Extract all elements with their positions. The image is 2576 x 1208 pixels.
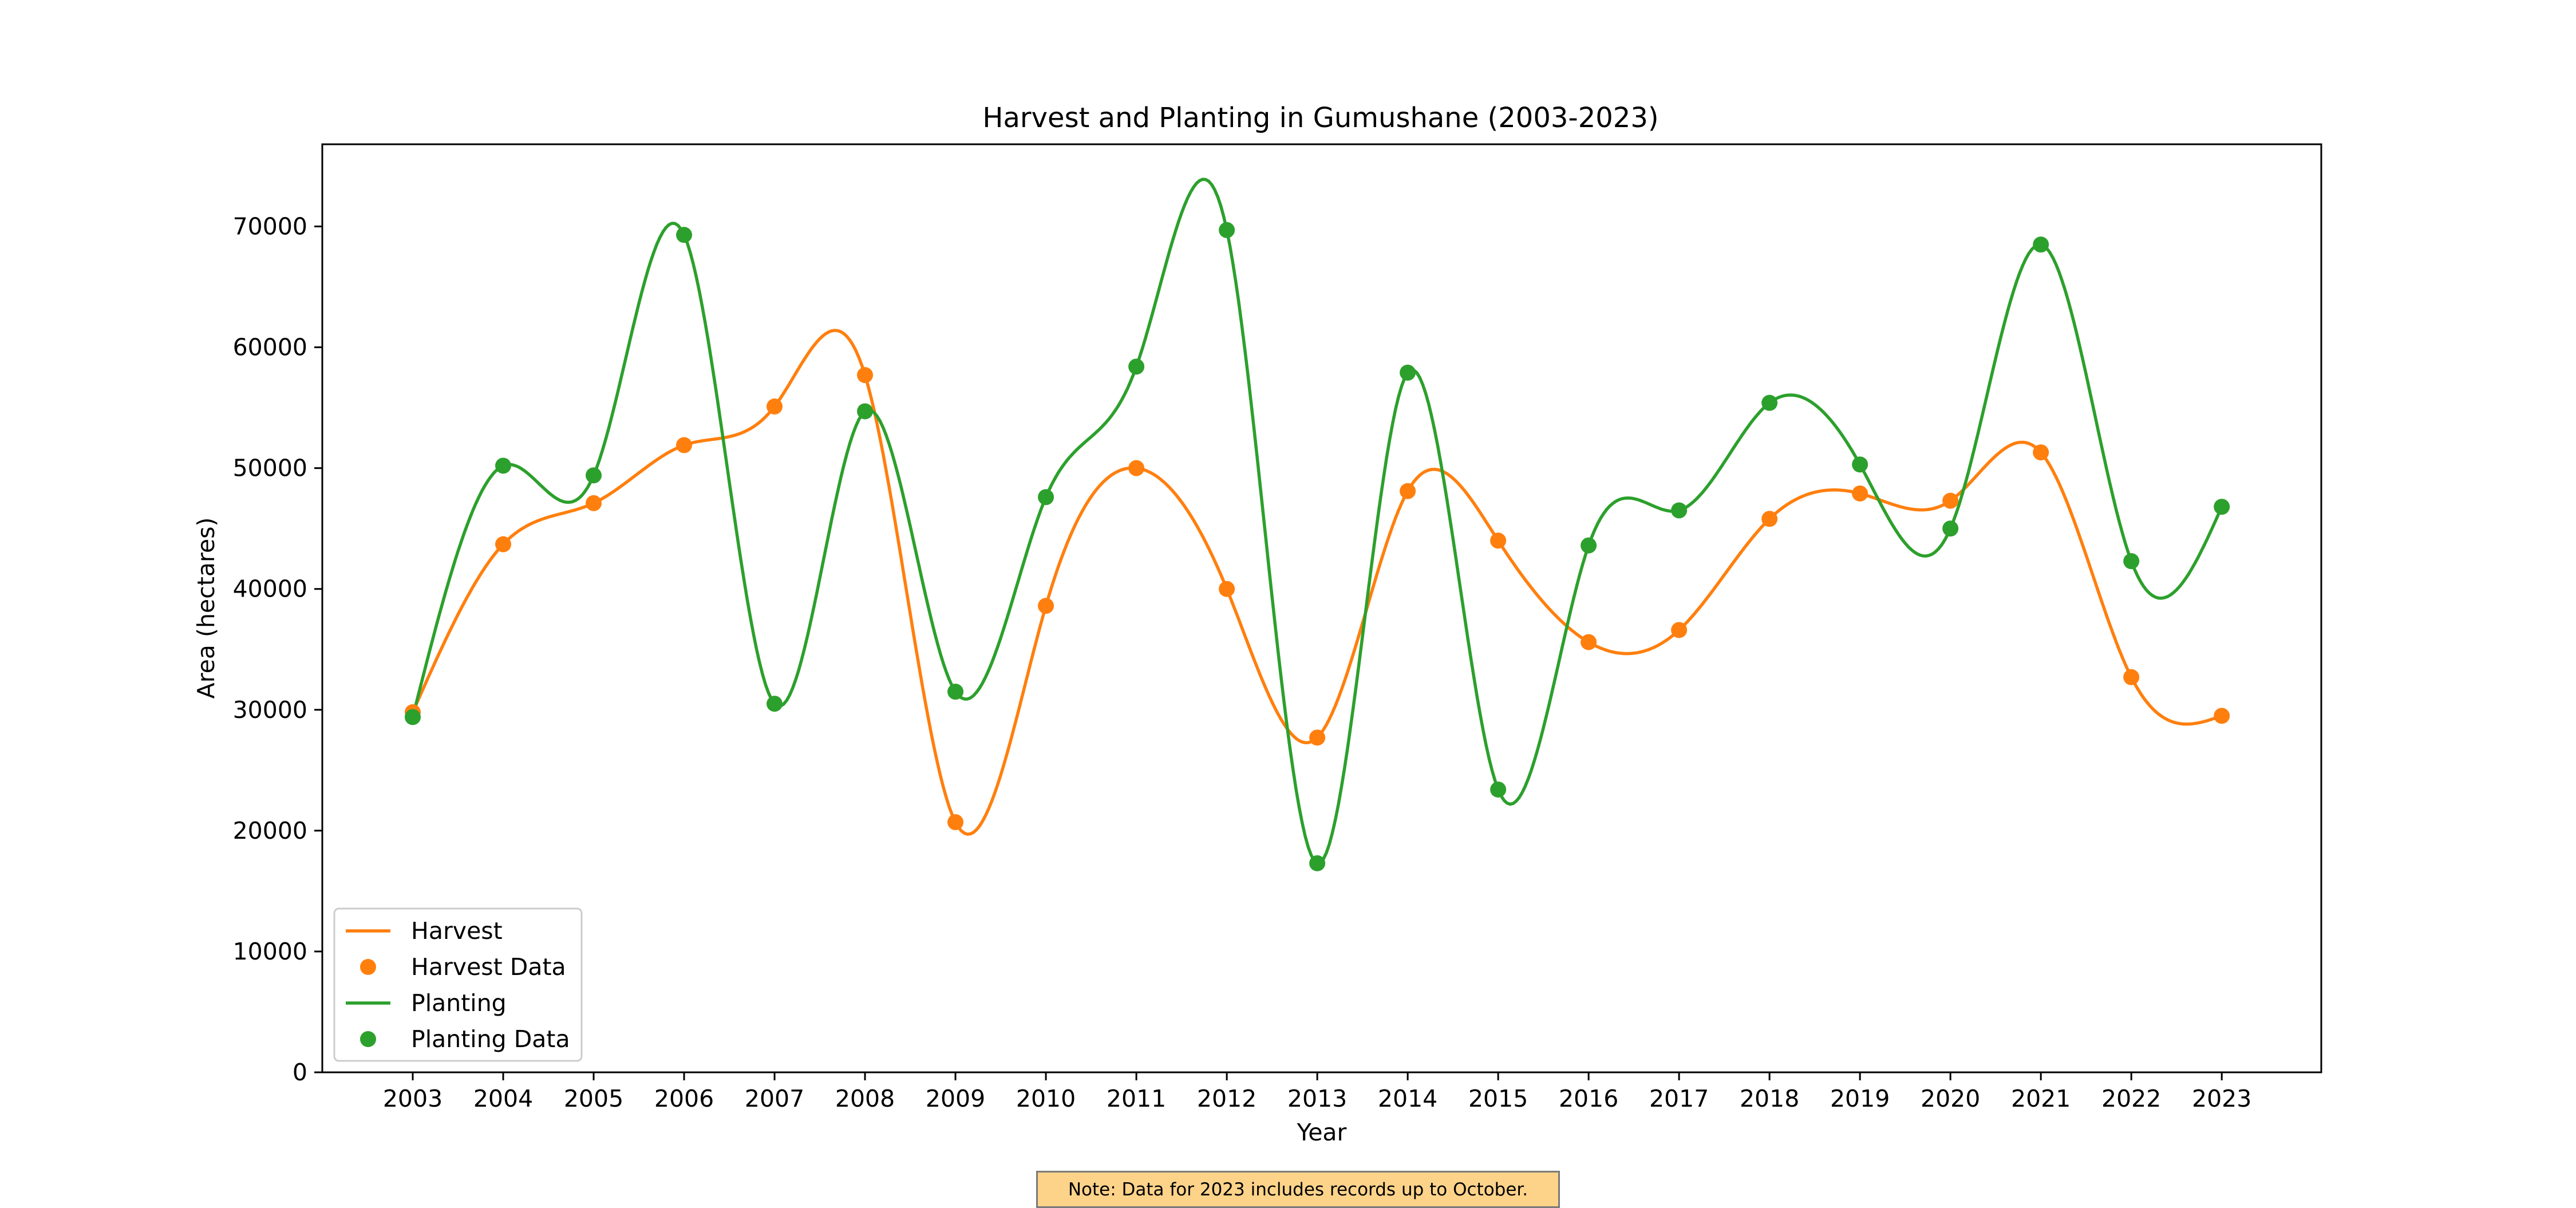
data-point-harvest <box>1761 511 1778 527</box>
data-point-planting <box>2033 236 2049 253</box>
x-tick-label: 2008 <box>835 1085 895 1112</box>
data-point-planting <box>1581 537 1597 554</box>
data-point-harvest <box>1128 460 1145 476</box>
x-tick-label: 2003 <box>383 1085 442 1112</box>
x-tick-label: 2022 <box>2101 1085 2161 1112</box>
y-tick-label: 0 <box>293 1059 307 1086</box>
y-tick-label: 40000 <box>233 575 307 603</box>
chart-title: Harvest and Planting in Gumushane (2003-… <box>982 102 1658 134</box>
legend-swatch-dot <box>360 1031 376 1047</box>
x-tick-label: 2019 <box>1830 1085 1890 1112</box>
y-tick-label: 50000 <box>233 455 307 482</box>
data-point-harvest <box>947 814 964 831</box>
x-tick-label: 2010 <box>1016 1085 1076 1112</box>
data-point-harvest <box>1852 485 1868 502</box>
y-tick-label: 20000 <box>233 817 307 844</box>
x-tick-label: 2013 <box>1287 1085 1347 1112</box>
data-point-harvest <box>1490 532 1507 549</box>
legend: Harvest Harvest Data Planting Planting Data <box>333 907 583 1062</box>
series-line-harvest <box>411 329 2223 836</box>
data-point-harvest <box>1581 634 1597 650</box>
x-tick-label: 2007 <box>745 1085 804 1112</box>
data-point-planting <box>767 696 783 712</box>
data-point-planting <box>947 684 964 700</box>
y-tick-label: 30000 <box>233 696 307 724</box>
data-point-harvest <box>767 398 783 415</box>
data-point-harvest <box>1671 622 1688 638</box>
x-axis-label: Year <box>1297 1119 1347 1146</box>
data-point-harvest <box>1219 581 1235 597</box>
legend-swatch-dot <box>360 959 376 975</box>
x-tick-label: 2014 <box>1378 1085 1437 1112</box>
x-tick-label: 2006 <box>654 1085 714 1112</box>
data-point-harvest <box>1400 483 1416 499</box>
data-point-planting <box>676 227 693 243</box>
footnote-text: Note: Data for 2023 includes records up … <box>1068 1179 1528 1200</box>
y-axis: 0 10000 20000 30000 40000 50000 60000 70000 <box>233 213 322 1086</box>
data-point-harvest <box>495 536 512 552</box>
data-point-planting <box>2214 499 2230 515</box>
data-point-harvest <box>676 437 693 453</box>
data-point-harvest <box>2033 444 2049 461</box>
data-point-planting <box>1400 364 1416 381</box>
legend-label: Planting Data <box>411 1025 570 1053</box>
y-axis-label: Area (hectares) <box>192 518 220 699</box>
x-tick-label: 2018 <box>1740 1085 1799 1112</box>
data-point-planting <box>1490 781 1507 798</box>
footnote-box: Note: Data for 2023 includes records up … <box>1036 1171 1560 1208</box>
data-point-planting <box>1309 855 1326 871</box>
data-point-planting <box>1128 358 1145 375</box>
y-tick-label: 70000 <box>233 213 307 240</box>
data-point-harvest <box>586 495 602 511</box>
series-layer <box>405 177 2230 871</box>
legend-box <box>333 907 583 1062</box>
data-point-planting <box>1671 502 1688 519</box>
data-point-planting <box>495 457 512 474</box>
x-tick-label: 2009 <box>926 1085 985 1112</box>
x-tick-label: 2012 <box>1197 1085 1257 1112</box>
data-point-harvest <box>1309 729 1326 746</box>
data-point-planting <box>405 709 421 725</box>
data-point-planting <box>2123 553 2140 570</box>
y-tick-label: 10000 <box>233 938 307 965</box>
plot-area <box>321 143 2322 1073</box>
x-tick-label: 2017 <box>1649 1085 1709 1112</box>
data-point-planting <box>1852 456 1868 473</box>
data-point-planting <box>1761 394 1778 411</box>
x-tick-label: 2004 <box>473 1085 533 1112</box>
x-tick-label: 2023 <box>2192 1085 2251 1112</box>
data-point-planting <box>586 467 602 484</box>
data-point-harvest <box>2123 669 2140 685</box>
x-tick-label: 2021 <box>2011 1085 2071 1112</box>
x-tick-label: 2011 <box>1107 1085 1166 1112</box>
data-point-harvest <box>857 367 874 384</box>
x-tick-label: 2005 <box>564 1085 623 1112</box>
legend-label: Harvest Data <box>411 953 566 981</box>
data-point-planting <box>857 403 874 420</box>
x-tick-label: 2020 <box>1921 1085 1980 1112</box>
data-point-planting <box>1942 520 1959 537</box>
x-tick-label: 2015 <box>1468 1085 1528 1112</box>
data-point-harvest <box>2214 708 2230 724</box>
legend-label: Planting <box>411 989 507 1017</box>
data-point-harvest <box>1942 492 1959 509</box>
data-point-planting <box>1219 222 1235 238</box>
data-point-planting <box>1038 489 1054 506</box>
data-point-harvest <box>1038 598 1054 614</box>
legend-label: Harvest <box>411 917 503 945</box>
x-tick-label: 2016 <box>1559 1085 1618 1112</box>
x-axis: 2003 2004 2005 2006 2007 2008 2009 2010 2011 2012… <box>383 1072 2251 1112</box>
y-tick-label: 60000 <box>233 334 307 361</box>
